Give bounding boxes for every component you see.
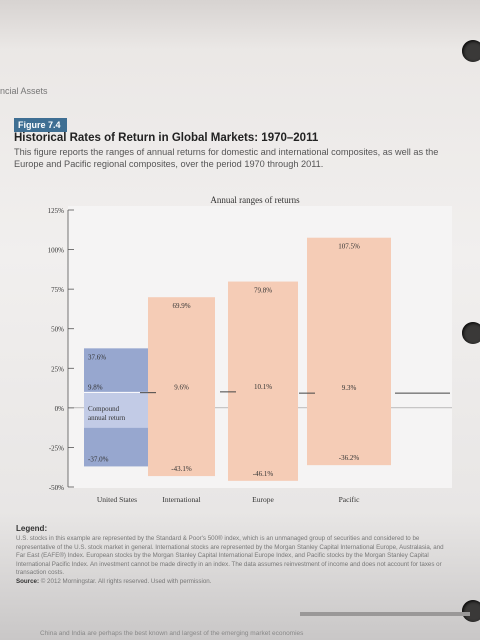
compound-label-line2: annual return	[88, 414, 126, 422]
binder-hole	[462, 600, 480, 622]
min-return-label: -37.0%	[88, 455, 109, 463]
binder-hole	[462, 322, 480, 344]
legend-title: Legend:	[16, 524, 48, 533]
source-label: Source:	[16, 577, 40, 585]
y-tick-label: -25%	[49, 444, 64, 452]
compound-return-value: 9.3%	[342, 384, 357, 392]
max-return-label: 69.9%	[172, 302, 190, 310]
range-bar-europe	[228, 281, 298, 481]
page-fold	[0, 0, 480, 50]
min-return-label: -43.1%	[171, 465, 192, 473]
range-bar-pacific	[307, 237, 391, 466]
figure-title: Historical Rates of Return in Global Mar…	[14, 132, 319, 144]
chart-title: Annual ranges of returns	[210, 195, 300, 205]
min-return-label: -46.1%	[253, 470, 274, 478]
footer-text: China and India are perhaps the best kno…	[40, 630, 304, 637]
compound-return-value: 10.1%	[254, 383, 272, 391]
compound-label-line1: Compound	[88, 405, 120, 413]
y-tick-label: -50%	[49, 484, 64, 492]
category-label: Europe	[252, 495, 274, 504]
max-return-label: 79.8%	[254, 287, 272, 295]
figure-label: Figure 7.4	[14, 118, 67, 132]
binder-hole	[462, 40, 480, 62]
y-tick-label: 0%	[55, 405, 65, 413]
y-tick-label: 125%	[48, 207, 65, 215]
legend-block: Legend: U.S. stocks in this example are …	[16, 524, 446, 585]
running-head: ncial Assets	[0, 86, 48, 96]
source-text: © 2012 Morningstar. All rights reserved.…	[40, 577, 212, 585]
legend-text: U.S. stocks in this example are represen…	[16, 535, 444, 576]
y-tick-label: 75%	[51, 286, 64, 294]
category-label: International	[162, 495, 200, 504]
compound-return-value: 9.6%	[174, 384, 189, 392]
category-label: Pacific	[339, 495, 360, 504]
range-bar-international	[148, 297, 215, 477]
decorative-rule	[300, 612, 470, 616]
min-return-label: -36.2%	[339, 454, 360, 462]
figure-description: This figure reports the ranges of annual…	[14, 147, 439, 169]
source-line: Source: © 2012 Morningstar. All rights r…	[16, 578, 446, 585]
compound-return-band	[84, 392, 150, 428]
max-return-label: 107.5%	[338, 243, 360, 251]
compound-return-value: 9.8%	[88, 383, 103, 391]
y-tick-label: 100%	[48, 247, 65, 255]
y-tick-label: 50%	[51, 326, 64, 334]
category-label: United States	[97, 495, 137, 504]
y-tick-label: 25%	[51, 365, 64, 373]
max-return-label: 37.6%	[88, 353, 106, 361]
